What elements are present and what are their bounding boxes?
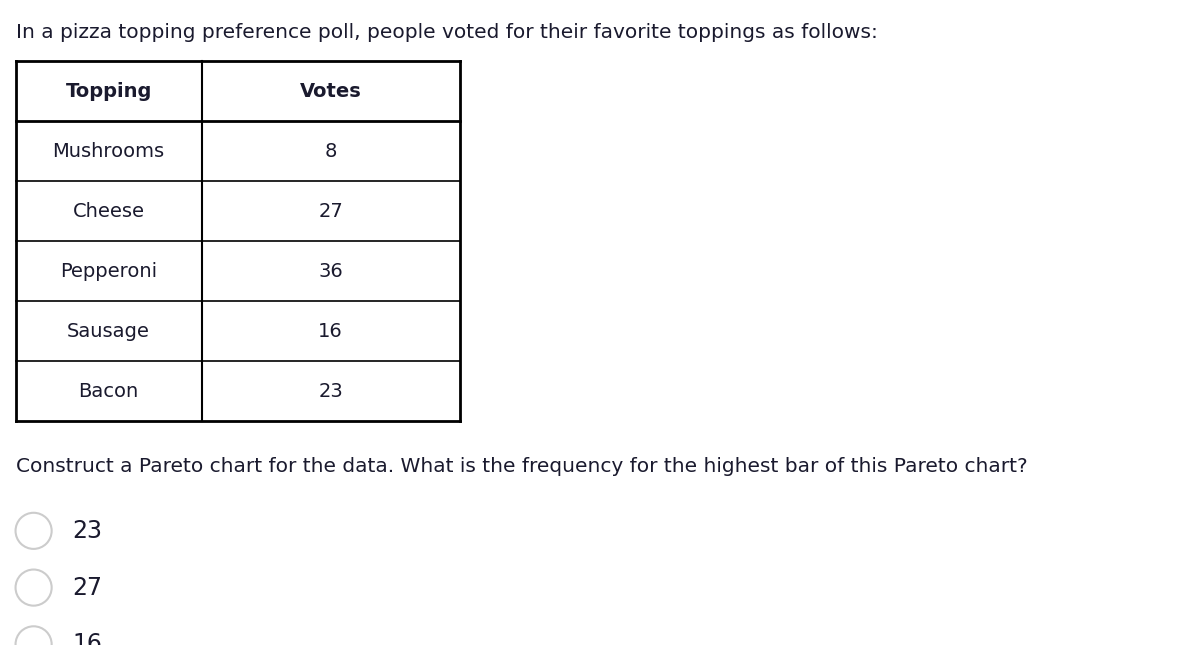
Text: Sausage: Sausage xyxy=(67,322,150,341)
Text: 16: 16 xyxy=(318,322,343,341)
Text: 36: 36 xyxy=(318,262,343,281)
Text: Bacon: Bacon xyxy=(78,382,139,401)
Text: 23: 23 xyxy=(318,382,343,401)
Text: Votes: Votes xyxy=(300,82,361,101)
Text: Cheese: Cheese xyxy=(72,202,145,221)
Text: 8: 8 xyxy=(324,142,337,161)
Text: 16: 16 xyxy=(72,632,102,645)
Text: In a pizza topping preference poll, people voted for their favorite toppings as : In a pizza topping preference poll, peop… xyxy=(16,23,877,41)
Text: 27: 27 xyxy=(72,575,102,600)
Text: 23: 23 xyxy=(72,519,102,543)
Text: Construct a Pareto chart for the data. What is the frequency for the highest bar: Construct a Pareto chart for the data. W… xyxy=(16,457,1027,475)
Text: Topping: Topping xyxy=(66,82,151,101)
Text: Mushrooms: Mushrooms xyxy=(53,142,164,161)
Text: 27: 27 xyxy=(318,202,343,221)
Text: Pepperoni: Pepperoni xyxy=(60,262,157,281)
